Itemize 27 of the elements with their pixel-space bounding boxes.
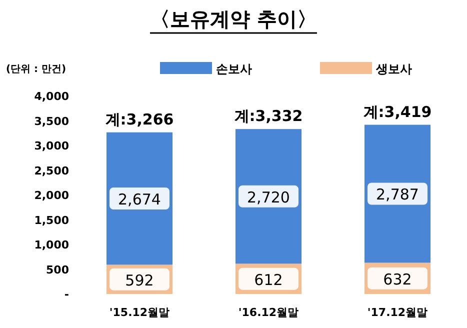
y-tick-label: 3,000 <box>34 140 70 152</box>
total-label: 계:3,266 <box>105 110 174 128</box>
data-label: 2,674 <box>118 190 161 209</box>
y-tick-label: 2,000 <box>34 189 70 202</box>
y-tick-label: 3,500 <box>34 114 70 128</box>
legend-label: 생보사 <box>375 62 412 76</box>
y-tick-label: 1,500 <box>34 214 70 227</box>
y-tick-label: 4,000 <box>34 90 70 103</box>
y-tick-label: 2,500 <box>34 164 70 178</box>
y-tick-label: - <box>64 288 69 301</box>
legend-label: 손보사 <box>216 62 252 76</box>
chart-title: 〈보유계약 추이〉 <box>150 7 317 31</box>
text: (단위 : 만건) <box>6 64 66 75</box>
total-label: 계:3,332 <box>234 107 303 126</box>
data-label: 2,787 <box>376 186 419 204</box>
total-label: 계:3,419 <box>363 102 432 121</box>
data-label: 2,720 <box>247 188 290 206</box>
data-label: 592 <box>125 271 154 290</box>
data-label: 632 <box>383 270 412 288</box>
x-tick-label: '16.12월말 <box>238 306 299 319</box>
y-tick-label: 500 <box>46 263 70 276</box>
legend-손보사: 손보사 <box>160 62 252 76</box>
x-tick-label: '15.12월말 <box>109 306 170 319</box>
legend-생보사: 생보사 <box>320 62 412 76</box>
y-tick-label: 1,000 <box>34 238 70 252</box>
data-label: 612 <box>254 270 283 289</box>
x-tick-label: '17.12월말 <box>367 306 428 319</box>
